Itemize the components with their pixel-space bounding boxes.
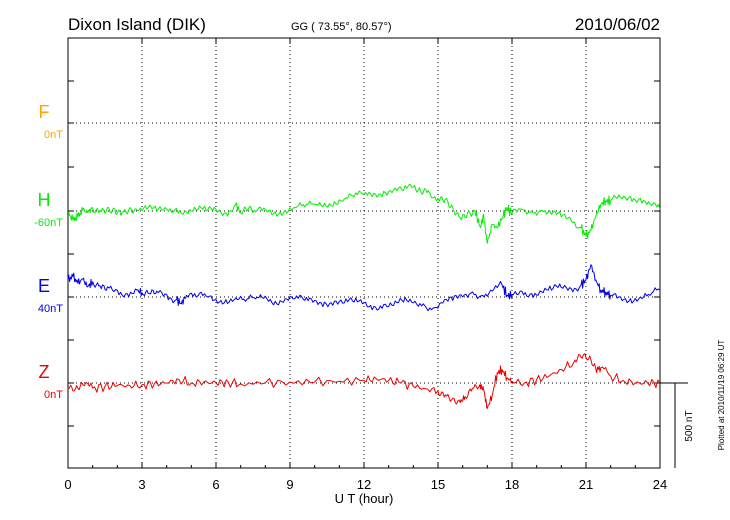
- scale-bar: 500 nT: [660, 382, 695, 468]
- series-line-z: [67, 353, 661, 409]
- x-tick-label: 18: [505, 477, 519, 492]
- series-name-f: F: [39, 102, 50, 122]
- coordinates-label: GG ( 73.55°, 80.57°): [291, 21, 392, 33]
- series-name-h: H: [38, 190, 51, 210]
- x-tick-label: 12: [357, 477, 371, 492]
- series-line-e: [67, 264, 661, 312]
- x-tick-label: 24: [653, 477, 667, 492]
- x-axis-title: U T (hour): [335, 491, 394, 506]
- data-series: [67, 183, 661, 409]
- x-tick-label: 0: [64, 477, 71, 492]
- x-tick-label: 21: [579, 477, 593, 492]
- series-name-z: Z: [39, 362, 50, 382]
- series-baseline-label-z: 0nT: [44, 389, 63, 401]
- x-tick-label: 3: [138, 477, 145, 492]
- station-title: Dixon Island (DIK): [68, 15, 206, 34]
- series-labels: F 0nT H -60nT E 40nT Z 0nT: [34, 102, 63, 401]
- scale-bar-label: 500 nT: [684, 410, 695, 441]
- series-name-e: E: [38, 276, 50, 296]
- grid-lines: [68, 38, 660, 468]
- x-tick-label: 15: [431, 477, 445, 492]
- date-label: 2010/06/02: [575, 15, 660, 34]
- series-baseline-label-e: 40nT: [38, 303, 63, 315]
- x-tick-label: 6: [212, 477, 219, 492]
- plotted-timestamp: Plotted at 2010/11/19 06:29 UT: [717, 340, 726, 451]
- series-baseline-label-f: 0nT: [44, 129, 63, 141]
- series-line-h: [67, 183, 661, 244]
- series-baseline-label-h: -60nT: [34, 217, 63, 229]
- axis-ticks: 0 3 6 9 12 15 18 21 24: [64, 37, 667, 492]
- x-tick-label: 9: [286, 477, 293, 492]
